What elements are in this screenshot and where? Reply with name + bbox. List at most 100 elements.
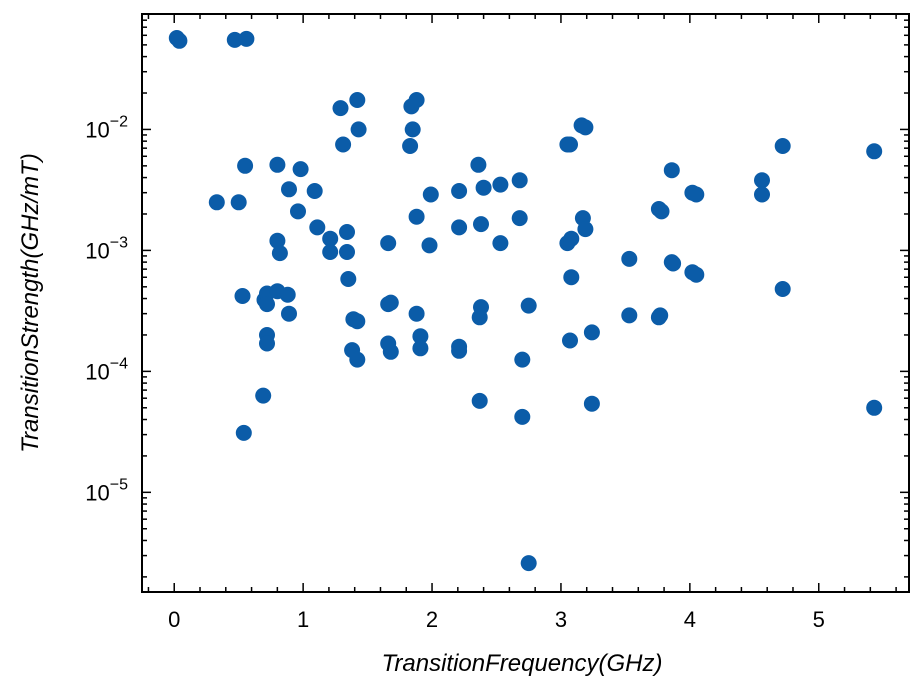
data-point: [382, 343, 399, 360]
data-points: [168, 30, 883, 572]
x-axis-label: TransitionFrequency(GHz): [382, 650, 663, 677]
data-point: [471, 309, 488, 326]
data-point: [408, 92, 425, 108]
data-point: [208, 194, 225, 211]
data-point: [511, 210, 528, 227]
x-tick-label: 5: [813, 607, 825, 632]
data-point: [255, 387, 272, 404]
y-axis-label: TransitionStrength(GHz/mT): [17, 153, 44, 453]
data-point: [350, 121, 367, 138]
data-point: [583, 395, 600, 412]
data-point: [281, 181, 297, 198]
data-point: [688, 186, 705, 203]
data-point: [412, 340, 429, 357]
data-point: [349, 351, 366, 368]
data-point: [665, 255, 682, 272]
data-point: [292, 161, 309, 178]
data-point: [279, 286, 296, 303]
data-point: [290, 203, 306, 220]
data-point: [473, 216, 489, 233]
x-tick-labels: 0 1 2 3 4 5: [168, 607, 825, 632]
data-point: [562, 136, 578, 153]
data-point: [621, 307, 638, 324]
data-point: [663, 162, 680, 179]
data-point: [269, 156, 286, 173]
data-point: [520, 297, 537, 314]
data-point: [235, 424, 252, 441]
data-point: [402, 138, 419, 154]
data-point: [451, 342, 468, 359]
data-point: [349, 313, 366, 330]
y-tick-labels: 10−5 10−4 10−3 10−2: [85, 113, 128, 505]
data-point: [309, 219, 326, 236]
data-point: [563, 269, 580, 286]
data-point: [322, 230, 339, 247]
y-tick-label: 10−3: [85, 234, 128, 263]
data-point: [404, 121, 421, 138]
data-point: [269, 232, 286, 249]
data-point: [306, 183, 323, 199]
axis-ticks: [142, 13, 909, 592]
data-point: [451, 183, 468, 199]
data-point: [451, 219, 468, 236]
data-point: [234, 288, 251, 304]
data-point: [408, 305, 425, 322]
data-point: [520, 555, 537, 572]
data-point: [583, 324, 600, 341]
x-tick-label: 1: [297, 607, 309, 632]
data-point: [774, 281, 791, 297]
data-point: [171, 32, 188, 49]
data-point: [271, 245, 288, 262]
y-tick-label: 10−5: [85, 476, 128, 505]
data-point: [226, 31, 243, 48]
x-tick-label: 0: [168, 607, 180, 632]
data-point: [754, 186, 770, 203]
data-point: [492, 235, 509, 252]
data-point: [754, 172, 770, 189]
data-point: [380, 235, 397, 252]
data-point: [866, 143, 883, 160]
data-point: [563, 230, 580, 247]
data-point: [339, 244, 355, 260]
data-point: [238, 30, 255, 47]
data-point: [621, 250, 638, 267]
data-point: [340, 271, 357, 287]
data-point: [514, 408, 531, 425]
data-point: [470, 156, 487, 173]
x-tick-label: 2: [426, 607, 438, 632]
data-point: [688, 266, 705, 283]
data-point: [339, 224, 355, 240]
data-point: [408, 208, 425, 225]
x-tick-label: 4: [684, 607, 696, 632]
data-point: [332, 100, 349, 117]
data-point: [259, 296, 275, 313]
data-point: [774, 138, 791, 154]
data-point: [322, 244, 339, 260]
data-point: [237, 157, 254, 174]
data-point: [421, 237, 438, 254]
data-point: [577, 119, 594, 136]
data-point: [514, 351, 531, 368]
data-point: [422, 186, 439, 203]
data-point: [230, 194, 247, 211]
data-point: [562, 332, 578, 349]
data-point: [866, 399, 883, 416]
y-tick-label: 10−2: [85, 113, 128, 142]
data-point: [653, 203, 670, 220]
data-point: [492, 176, 509, 193]
plot-frame: [141, 13, 910, 593]
data-point: [382, 294, 399, 311]
data-point: [412, 328, 429, 345]
data-point: [511, 172, 528, 189]
data-point: [650, 309, 667, 326]
data-point: [471, 392, 488, 409]
x-tick-label: 3: [555, 607, 567, 632]
data-point: [577, 221, 594, 238]
data-point: [281, 305, 297, 322]
data-point: [475, 179, 492, 196]
data-point: [259, 335, 275, 352]
y-tick-label: 10−4: [85, 355, 128, 384]
data-point: [335, 136, 352, 153]
data-point: [349, 92, 366, 108]
